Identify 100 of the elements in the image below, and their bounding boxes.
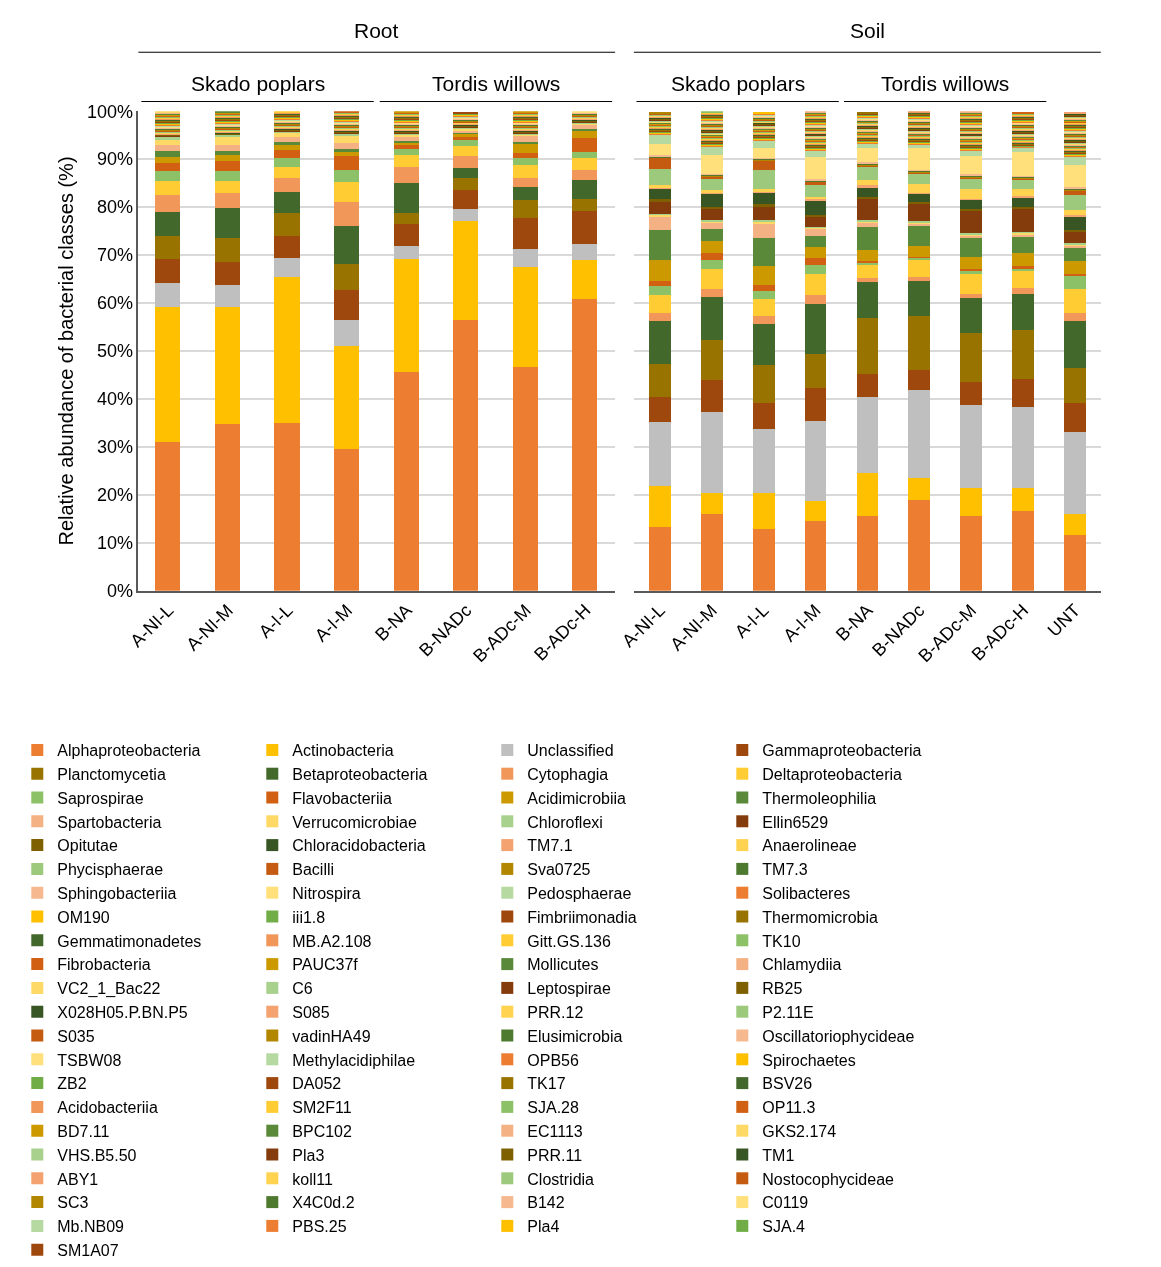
legend-label: TM1 [762, 1146, 795, 1164]
legend-label: Cytophagia [527, 765, 609, 783]
legend-label: Chloroflexi [527, 813, 603, 831]
y-tick-label: 60% [97, 293, 134, 314]
legend-label: iii1.8 [292, 908, 326, 926]
y-tick-label: 100% [86, 101, 134, 122]
legend-label: Bacilli [292, 861, 335, 879]
legend-label: Clostridia [527, 1170, 595, 1188]
legend-label: BPC102 [292, 1122, 352, 1140]
legend-label: Gammaproteobacteria [762, 742, 922, 760]
legend-label: Spirochaetes [762, 1051, 856, 1069]
y-tick-label: 50% [97, 341, 134, 362]
chart-title: Root [354, 19, 399, 42]
legend-label: Betaproteobacteria [292, 765, 428, 783]
y-tick-label: 90% [97, 149, 134, 170]
y-tick-label: 80% [97, 197, 134, 218]
legend-label: S085 [292, 1003, 330, 1021]
legend-label: VC2_1_Bac22 [57, 980, 161, 999]
legend-label: Pla4 [527, 1218, 560, 1236]
y-tick-label: 30% [97, 437, 134, 458]
legend-label: C6 [292, 980, 313, 998]
legend-label: PRR.11 [527, 1146, 583, 1164]
legend-label: OPB56 [527, 1051, 579, 1069]
legend-label: PAUC37f [292, 956, 359, 974]
legend-label: Fimbriimonadia [527, 908, 637, 926]
legend-label: Sphingobacteriia [57, 884, 177, 902]
legend-label: Ellin6529 [762, 813, 829, 831]
text: Tordis willows [881, 72, 1010, 95]
legend-label: B142 [527, 1194, 565, 1212]
legend-label: Unclassified [527, 742, 614, 760]
legend-label: Sva0725 [527, 861, 591, 879]
legend-label: TM7.3 [762, 861, 808, 879]
legend-label: X028H05.P.BN.P5 [57, 1003, 188, 1021]
legend-label: SM1A07 [57, 1241, 119, 1259]
legend-label: Elusimicrobia [527, 1027, 623, 1045]
legend-label: TM7.1 [527, 837, 573, 855]
legend-label: Leptospirae [527, 980, 612, 998]
legend-label: Oscillatoriophycideae [762, 1027, 915, 1045]
legend-label: Fibrobacteria [57, 956, 151, 974]
legend-label: Chlamydiia [762, 956, 842, 974]
legend-label: Methylacidiphilae [292, 1051, 416, 1069]
legend-label: Chloracidobacteria [292, 837, 426, 855]
y-tick-label: 70% [97, 245, 134, 266]
y-tick-label: 0% [107, 581, 134, 602]
legend-label: Gitt.GS.136 [527, 932, 611, 950]
text: Skado poplars [671, 72, 806, 95]
legend-label: SC3 [57, 1194, 89, 1212]
legend-label: Thermomicrobia [762, 908, 878, 926]
legend-label: EC1113 [527, 1122, 583, 1140]
y-tick-label: 40% [97, 389, 134, 410]
legend-label: Pla3 [292, 1146, 325, 1164]
legend-label: Pedosphaerae [527, 884, 632, 902]
legend-label: Nitrospira [292, 884, 361, 902]
legend-label: vadinHA49 [292, 1027, 371, 1045]
y-tick-label: 10% [97, 533, 134, 554]
legend-label: Actinobacteria [292, 742, 394, 760]
legend-label: RB25 [762, 980, 803, 998]
legend-label: MB.A2.108 [292, 932, 372, 950]
legend-label: Nostocophycideae [762, 1170, 895, 1188]
legend-label: SM2F11 [292, 1099, 352, 1117]
legend-label: TK10 [762, 932, 801, 950]
legend-label: Alphaproteobacteria [57, 742, 201, 760]
legend-label: Thermoleophilia [762, 789, 877, 807]
legend-label: SJA.28 [527, 1099, 579, 1117]
legend-label: ABY1 [57, 1170, 99, 1188]
legend-label: S035 [57, 1027, 95, 1045]
legend-label: Spartobacteria [57, 813, 162, 831]
legend-label: C0119 [762, 1194, 809, 1212]
y-tick-label: 20% [97, 485, 134, 506]
legend-label: Verrucomicrobiae [292, 813, 417, 831]
legend-label: Mollicutes [527, 956, 599, 974]
legend-label: BD7.11 [57, 1122, 110, 1140]
text: Skado poplars [191, 72, 326, 95]
legend-label: Flavobacteriia [292, 789, 392, 807]
legend-label: DA052 [292, 1075, 342, 1093]
legend-label: P2.11E [762, 1003, 814, 1021]
text: Tordis willows [432, 72, 561, 95]
legend-label: SJA.4 [762, 1218, 806, 1236]
legend-label: koll11 [292, 1170, 334, 1188]
legend-label: Planctomycetia [57, 765, 166, 783]
y-axis-title: Relative abundance of bacterial classes (%) [54, 156, 77, 546]
legend-label: Gemmatimonadetes [57, 932, 202, 950]
legend-label: GKS2.174 [762, 1122, 837, 1140]
legend-label: VHS.B5.50 [57, 1146, 137, 1164]
legend-label: X4C0d.2 [292, 1194, 355, 1212]
legend-label: Saprospirae [57, 789, 144, 807]
legend-label: ZB2 [57, 1075, 87, 1093]
legend-label: PRR.12 [527, 1003, 584, 1021]
legend-label: TSBW08 [57, 1051, 122, 1069]
chart-title: Soil [850, 19, 886, 42]
legend-label: Deltaproteobacteria [762, 765, 903, 783]
legend-label: Acidimicrobiia [527, 789, 627, 807]
legend-label: BSV26 [762, 1075, 813, 1093]
legend-label: TK17 [527, 1075, 566, 1093]
legend-label: OM190 [57, 908, 110, 926]
legend-label: PBS.25 [292, 1218, 347, 1236]
legend-label: Mb.NB09 [57, 1218, 125, 1236]
legend-label: Phycisphaerae [57, 861, 164, 879]
legend-label: Solibacteres [762, 884, 851, 902]
legend-label: OP11.3 [762, 1099, 816, 1117]
